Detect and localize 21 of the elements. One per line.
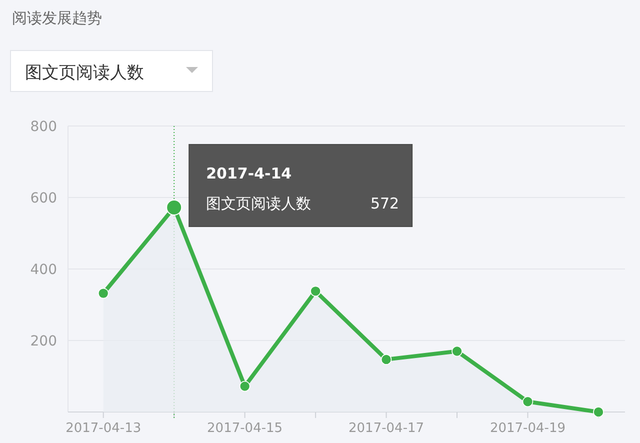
y-tick-label: 200: [30, 334, 57, 350]
point: [522, 396, 534, 408]
annotation: 572: [370, 194, 400, 213]
x-tick-label: 2017-04-15: [207, 421, 283, 436]
x-tick-label: 2017-04-13: [66, 421, 142, 436]
point: [380, 354, 392, 365]
point: [310, 286, 321, 297]
annotation: 2017-4-14: [206, 164, 292, 183]
x-tick-label: 2017-04-19: [490, 421, 566, 436]
point: [239, 380, 250, 392]
dropdown: 图文页阅读人数: [10, 50, 213, 92]
y-tick-label: 400: [30, 262, 57, 278]
point: [593, 406, 604, 418]
series-label: 图文页阅读人数: [206, 194, 312, 213]
x-tick-label: 2017-04-17: [348, 421, 424, 436]
tooltip: 2017-4-14 图文页阅读人数 572: [188, 144, 413, 227]
point: [452, 346, 462, 357]
y-tick-label: 600: [30, 190, 57, 206]
y-tick-label: 800: [30, 119, 57, 135]
title: 阅读发展趋势: [12, 9, 102, 27]
point: [98, 288, 109, 299]
